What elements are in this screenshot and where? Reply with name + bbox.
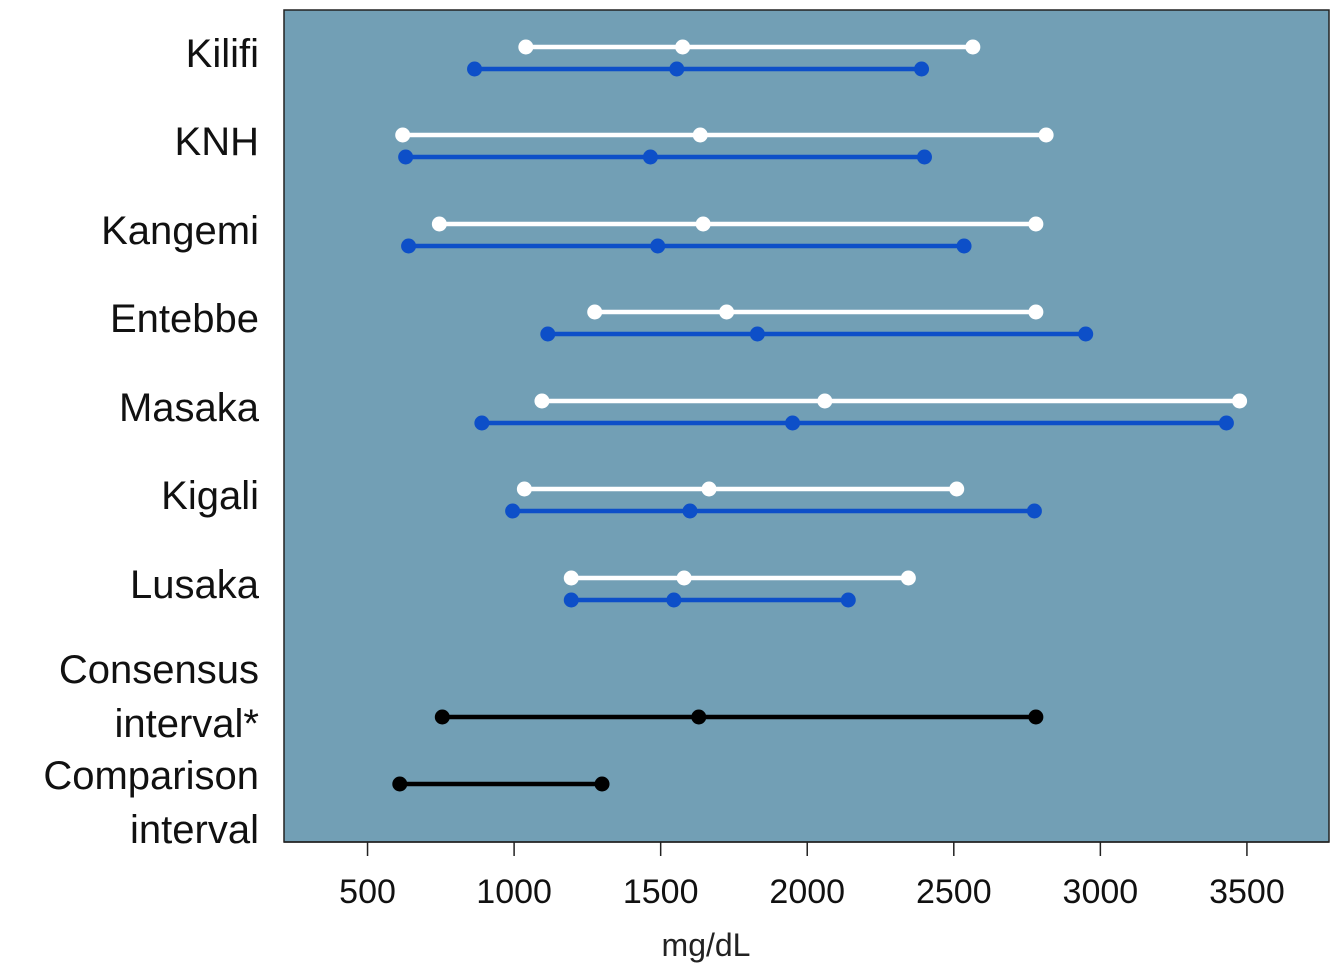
category-label: KNH (175, 120, 259, 164)
interval-point-high (594, 776, 610, 792)
interval-point-high (1232, 393, 1248, 409)
interval-point-low (563, 592, 579, 608)
interval-point-low (434, 709, 450, 725)
interval-point-high (1026, 503, 1042, 519)
interval-point-mid (691, 709, 707, 725)
interval-point-high (1028, 216, 1044, 232)
interval-series-1 (431, 216, 1044, 232)
interval-series-2 (401, 238, 972, 254)
interval-point-mid (692, 127, 708, 143)
interval-point-mid (785, 415, 801, 431)
interval-point-low (534, 393, 550, 409)
interval-series-1 (587, 304, 1044, 320)
category-label: Kilifi (186, 32, 259, 76)
category-label: Entebbe (110, 297, 259, 341)
category-label: Masaka (119, 386, 260, 430)
category-label: Kangemi (101, 209, 259, 253)
category-label: interval* (114, 702, 259, 746)
interval-point-high (916, 149, 932, 165)
interval-point-mid (650, 238, 666, 254)
interval-series-2 (540, 326, 1094, 342)
category-label: Comparison (43, 754, 259, 798)
interval-point-high (1218, 415, 1234, 431)
interval-series-1 (395, 127, 1054, 143)
interval-point-mid (817, 393, 833, 409)
interval-point-mid (719, 304, 735, 320)
interval-point-low (540, 326, 556, 342)
interval-series-2 (563, 592, 856, 608)
category-label: interval (130, 808, 259, 852)
interval-point-high (965, 39, 981, 55)
interval-series-1 (518, 39, 981, 55)
interval-point-mid (669, 61, 685, 77)
interval-point-mid (675, 39, 691, 55)
x-tick-label: 2500 (916, 873, 992, 911)
x-tick-label: 3500 (1209, 873, 1285, 911)
interval-point-high (1078, 326, 1094, 342)
interval-point-low (392, 776, 408, 792)
interval-point-high (900, 570, 916, 586)
interval-point-low (401, 238, 417, 254)
interval-point-low (587, 304, 603, 320)
interval-series-1 (534, 393, 1248, 409)
interval-series-2 (505, 503, 1042, 519)
interval-series-1 (563, 570, 916, 586)
interval-point-low (563, 570, 579, 586)
interval-point-high (840, 592, 856, 608)
interval-point-mid (701, 481, 717, 497)
x-tick-label: 500 (339, 873, 396, 911)
interval-point-low (431, 216, 447, 232)
interval-point-mid (695, 216, 711, 232)
interval-point-high (949, 481, 965, 497)
interval-point-mid (642, 149, 658, 165)
interval-point-low (516, 481, 532, 497)
interval-point-low (467, 61, 483, 77)
x-tick-label: 2000 (769, 873, 845, 911)
x-tick-label: 1500 (623, 873, 699, 911)
interval-point-mid (666, 592, 682, 608)
interval-point-mid (749, 326, 765, 342)
interval-marks (392, 39, 1248, 792)
category-labels: Kilifi KNH Kangemi Entebbe Masaka Kigali Lusak… (43, 32, 259, 852)
interval-series-1 (516, 481, 965, 497)
x-axis-title: mg/dL (662, 927, 751, 963)
plot-area (283, 9, 1330, 843)
interval-point-high (1028, 304, 1044, 320)
interval-point-high (1028, 709, 1044, 725)
interval-point-low (505, 503, 521, 519)
interval-series-2 (398, 149, 932, 165)
interval-point-mid (682, 503, 698, 519)
category-label: Consensus (59, 648, 259, 692)
interval-point-low (395, 127, 411, 143)
x-axis: 500 1000 1500 2000 2500 3000 3500 mg/dL (284, 841, 1329, 963)
interval-point-low (474, 415, 490, 431)
x-tick-label: 3000 (1063, 873, 1139, 911)
category-label: Kigali (161, 474, 259, 518)
interval-series-2 (467, 61, 930, 77)
category-label: Lusaka (130, 563, 260, 607)
interval-point-low (518, 39, 534, 55)
interval-point-mid (676, 570, 692, 586)
interval-series-2 (474, 415, 1234, 431)
interval-point-high (956, 238, 972, 254)
interval-series-1 (434, 709, 1044, 725)
interval-series-1 (392, 776, 610, 792)
interval-point-high (1038, 127, 1054, 143)
x-tick-label: 1000 (476, 873, 552, 911)
interval-point-high (914, 61, 930, 77)
interval-point-low (398, 149, 414, 165)
